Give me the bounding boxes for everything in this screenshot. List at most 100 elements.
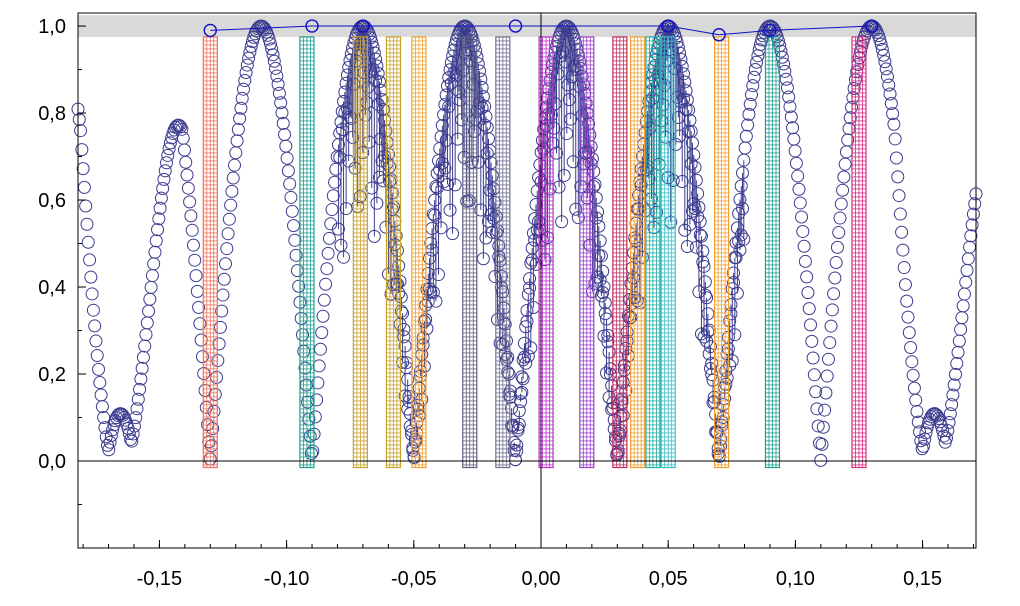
envelope-point <box>840 146 852 158</box>
envelope-point <box>141 317 153 329</box>
envelope-point <box>144 293 156 305</box>
envelope-point <box>896 226 908 238</box>
envelope-point <box>284 178 296 190</box>
y-tick-label: 0,4 <box>38 277 66 299</box>
envelope-point <box>227 172 239 184</box>
envelope-point <box>139 340 151 352</box>
envelope-point <box>282 165 294 177</box>
envelope-point <box>779 65 791 77</box>
envelope-point <box>894 208 906 220</box>
envelope-point <box>796 211 808 223</box>
envelope-point <box>270 62 282 74</box>
envelope-point <box>899 279 911 291</box>
envelope-point <box>317 310 329 322</box>
envelope-point <box>82 236 94 248</box>
envelope-point <box>217 289 229 301</box>
envelope-point <box>91 350 103 362</box>
envelope-point <box>299 362 311 374</box>
envelope-point <box>221 243 233 255</box>
envelope-point <box>150 235 162 247</box>
envelope-point <box>794 197 806 209</box>
envelope-point <box>903 327 915 339</box>
envelope-point <box>293 280 305 292</box>
envelope-point <box>158 173 170 185</box>
envelope-point <box>84 254 96 266</box>
envelope-point <box>85 271 97 283</box>
envelope-point <box>787 122 799 134</box>
envelope-point <box>828 288 840 300</box>
envelope-point <box>220 258 232 270</box>
envelope-point <box>747 80 759 92</box>
bar-column <box>203 37 217 468</box>
envelope-point <box>75 125 87 137</box>
envelope-point <box>285 191 297 203</box>
envelope-point <box>87 304 99 316</box>
envelope-point <box>77 163 89 175</box>
x-tick-label: -0,10 <box>264 568 310 590</box>
envelope-point <box>953 335 965 347</box>
envelope-point <box>803 303 815 315</box>
envelope-point <box>209 388 221 400</box>
bar-series <box>203 37 866 468</box>
envelope-point <box>805 319 817 331</box>
x-tick-label: -0,15 <box>137 568 183 590</box>
envelope-point <box>190 270 202 282</box>
envelope-point <box>225 199 237 211</box>
envelope-point <box>90 335 102 347</box>
envelope-point <box>955 323 967 335</box>
envelope-point <box>837 184 849 196</box>
envelope-point <box>889 133 901 145</box>
envelope-point <box>279 129 291 141</box>
envelope-point <box>184 196 196 208</box>
envelope-point <box>159 165 171 177</box>
envelope-point <box>908 382 920 394</box>
envelope-point <box>237 83 249 95</box>
envelope-point <box>178 144 190 156</box>
envelope-point <box>965 230 977 242</box>
envelope-point <box>313 360 325 372</box>
envelope-point <box>205 440 217 452</box>
envelope-point <box>793 183 805 195</box>
envelope-point <box>807 352 819 364</box>
envelope-point <box>831 241 843 253</box>
envelope-point <box>291 265 303 277</box>
y-tick-label: 0,2 <box>38 364 66 386</box>
envelope-point <box>801 271 813 283</box>
envelope-point <box>893 190 905 202</box>
envelope-point <box>902 311 914 323</box>
envelope-point <box>223 213 235 225</box>
envelope-point <box>145 281 157 293</box>
envelope-point <box>322 247 334 259</box>
envelope-point <box>956 312 968 324</box>
envelope-point <box>961 264 973 276</box>
envelope-point <box>137 351 149 363</box>
envelope-point <box>835 198 847 210</box>
envelope-point <box>311 394 323 406</box>
envelope-point <box>788 133 800 145</box>
envelope-point <box>892 171 904 183</box>
envelope-point <box>330 163 342 175</box>
envelope-point <box>901 295 913 307</box>
envelope-point <box>214 321 226 333</box>
bar-column <box>765 37 779 468</box>
envelope-point <box>271 70 283 82</box>
envelope-point <box>318 294 330 306</box>
envelope-point <box>906 356 918 368</box>
envelope-point <box>181 169 193 181</box>
x-tick-label: 0,15 <box>903 568 942 590</box>
envelope-point <box>94 377 106 389</box>
envelope-point <box>177 132 189 144</box>
envelope-point <box>897 244 909 256</box>
envelope-point <box>740 130 752 142</box>
envelope-point <box>289 234 301 246</box>
envelope-point <box>286 205 298 217</box>
envelope-point <box>86 288 98 300</box>
envelope-point <box>958 288 970 300</box>
envelope-point <box>213 338 225 350</box>
envelope-point <box>239 75 251 87</box>
x-tick-label: 0,10 <box>776 568 815 590</box>
envelope-point <box>819 404 831 416</box>
envelope-point <box>232 123 244 135</box>
envelope-point <box>780 73 792 85</box>
envelope-point <box>288 220 300 232</box>
